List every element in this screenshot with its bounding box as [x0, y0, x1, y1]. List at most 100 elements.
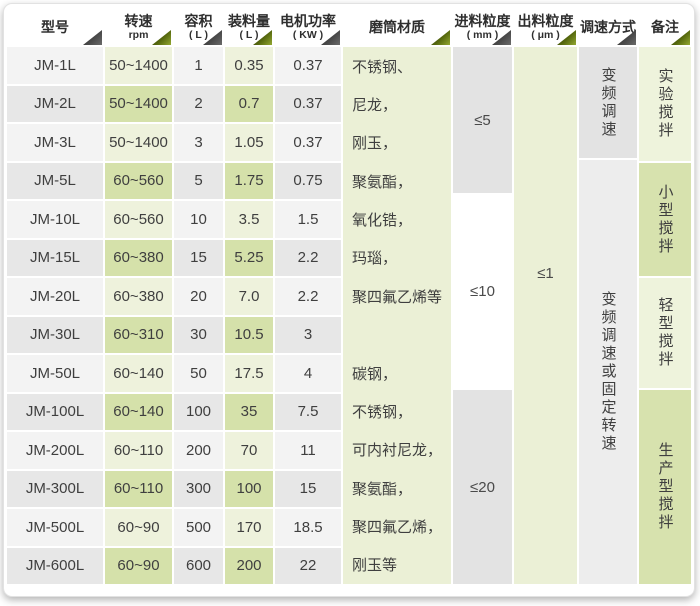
- cell-load-row-8: 17.5: [225, 355, 273, 392]
- cell-load-row-0: 0.35: [225, 47, 273, 84]
- header-title: 型号: [41, 18, 69, 35]
- feed-merged-cell-2: ≤20: [453, 390, 512, 584]
- cell-speed-row-7: 60~310: [105, 316, 172, 353]
- cell-volume-row-11: 300: [174, 470, 223, 507]
- cell-load-row-4: 3.5: [225, 201, 273, 238]
- cell-speed-row-12: 60~90: [105, 509, 172, 546]
- feed-label: ≤10: [470, 283, 495, 300]
- cell-speed-row-9: 60~140: [105, 393, 172, 430]
- header-title: 进料粒度: [454, 12, 511, 29]
- cell-model-row-13: JM-600L: [7, 547, 103, 584]
- output-merged-cell: ≤1: [514, 47, 577, 584]
- note-label: 小型搅拌: [656, 183, 674, 256]
- material-line-row-6: 聚四氟乙烯等: [352, 288, 443, 306]
- header-title: 电机功率: [280, 12, 336, 29]
- material-line-row-4: 氧化锆，: [352, 212, 413, 230]
- note-label: 实验搅拌: [656, 68, 674, 140]
- cell-load-row-3: 1.75: [225, 162, 273, 199]
- cell-power-row-7: 3: [275, 316, 341, 353]
- cell-speed-row-1: 50~1400: [105, 85, 172, 122]
- material-line-row-8: 碳钢，: [352, 365, 398, 383]
- row-cells-volume: 1 2 3 5 10 15 20 30 50 100 200 300 500 600: [174, 47, 223, 584]
- header-subtitle: ( μm ): [531, 28, 560, 41]
- header-cell-power: 电机功率( KW ): [275, 8, 341, 47]
- output-label: ≤1: [537, 265, 554, 282]
- material-line-row-1: 尼龙，: [352, 97, 398, 115]
- column-load: 装料量( L ) 0.35 0.7 1.05 1.75 3.5 5.25 7.0 10.5 17.…: [225, 8, 273, 584]
- cell-load-row-10: 70: [225, 432, 273, 469]
- cell-power-row-3: 0.75: [275, 162, 341, 199]
- cell-volume-row-13: 600: [174, 547, 223, 584]
- column-output: 出料粒度( μm ) ≤1: [514, 8, 577, 584]
- feed-merged-cell-0: ≤5: [453, 47, 512, 195]
- column-body-material: 不锈钢、 尼龙， 刚玉， 聚氨酯， 氧化锆， 玛瑙， 聚四氟乙烯等 碳钢， 不锈钢， 可内衬尼龙，…: [343, 47, 451, 584]
- cell-load-row-13: 200: [225, 547, 273, 584]
- cell-volume-row-10: 200: [174, 432, 223, 469]
- header-title: 装料量: [228, 12, 270, 29]
- cell-load-row-1: 0.7: [225, 85, 273, 122]
- cell-volume-row-3: 5: [174, 162, 223, 199]
- cell-power-row-6: 2.2: [275, 278, 341, 315]
- row-cells-model: JM-1L JM-2L JM-3L JM-5L JM-10L JM-15L JM-20L JM…: [7, 47, 103, 584]
- cell-load-row-6: 7.0: [225, 278, 273, 315]
- cell-volume-row-8: 50: [174, 355, 223, 392]
- cell-model-row-2: JM-3L: [7, 124, 103, 161]
- corner-triangle-icon: [152, 30, 171, 45]
- material-line-row-11: 聚氨酯，: [352, 480, 413, 498]
- header-title: 容积: [184, 12, 213, 29]
- cell-power-row-13: 22: [275, 547, 341, 584]
- cell-power-row-5: 2.2: [275, 239, 341, 276]
- cell-speed-row-13: 60~90: [105, 547, 172, 584]
- header-title: 转速: [124, 12, 153, 29]
- header-cell-note: 备注: [639, 8, 691, 47]
- cell-power-row-4: 1.5: [275, 201, 341, 238]
- material-line-row-13: 刚玉等: [352, 557, 398, 575]
- row-cells-power: 0.37 0.37 0.37 0.75 1.5 2.2 2.2 3 4 7.5 11 15 18.5 22: [275, 47, 341, 584]
- material-line-row-3: 聚氨酯，: [352, 173, 413, 191]
- cell-load-row-9: 35: [225, 393, 273, 430]
- spec-table-card: 型号 JM-1L JM-2L JM-3L JM-5L JM-10L JM-15L JM-20L…: [3, 3, 695, 597]
- cell-power-row-11: 15: [275, 470, 341, 507]
- header-cell-load: 装料量( L ): [225, 8, 273, 47]
- feed-merged-cell-1: ≤10: [453, 195, 512, 390]
- header-subtitle: ( L ): [188, 28, 209, 41]
- material-line-row-0: 不锈钢、: [352, 58, 413, 76]
- cell-speed-row-8: 60~140: [105, 355, 172, 392]
- cell-speed-row-0: 50~1400: [105, 47, 172, 84]
- cell-speed-row-6: 60~380: [105, 278, 172, 315]
- cell-volume-row-5: 15: [174, 239, 223, 276]
- row-cells-load: 0.35 0.7 1.05 1.75 3.5 5.25 7.0 10.5 17.5 35 70 100…: [225, 47, 273, 584]
- cell-model-row-3: JM-5L: [7, 162, 103, 199]
- regulation-merged-cell-0: 变频调速: [579, 47, 637, 160]
- cell-load-row-2: 1.05: [225, 124, 273, 161]
- corner-triangle-icon: [557, 30, 576, 45]
- header-title: 调速方式: [580, 18, 636, 35]
- cell-speed-row-10: 60~110: [105, 432, 172, 469]
- regulation-label: 变频调速或固定转速: [599, 291, 617, 453]
- note-merged-cell-1: 小型搅拌: [639, 163, 691, 278]
- cell-model-row-11: JM-300L: [7, 470, 103, 507]
- header-cell-material: 磨筒材质: [343, 8, 451, 47]
- cell-speed-row-5: 60~380: [105, 239, 172, 276]
- cell-speed-row-4: 60~560: [105, 201, 172, 238]
- cell-model-row-12: JM-500L: [7, 509, 103, 546]
- header-cell-output: 出料粒度( μm ): [514, 8, 577, 47]
- column-volume: 容积( L ) 1 2 3 5 10 15 20 30 50 100 200 300 500 600: [174, 8, 223, 584]
- cell-load-row-7: 10.5: [225, 316, 273, 353]
- header-cell-speed: 转速 rpm: [105, 8, 172, 47]
- header-cell-model: 型号: [7, 8, 103, 47]
- column-body-feed: ≤5 ≤10 ≤20: [453, 47, 512, 584]
- column-material: 磨筒材质 不锈钢、 尼龙， 刚玉， 聚氨酯， 氧化锆， 玛瑙， 聚四氟乙烯等 碳钢， 不锈钢， 可内…: [343, 8, 451, 584]
- cell-model-row-1: JM-2L: [7, 85, 103, 122]
- cell-volume-row-2: 3: [174, 124, 223, 161]
- cell-volume-row-4: 10: [174, 201, 223, 238]
- regulation-merged-cell-1: 变频调速或固定转速: [579, 160, 637, 584]
- cell-model-row-4: JM-10L: [7, 201, 103, 238]
- cell-volume-row-6: 20: [174, 278, 223, 315]
- cell-volume-row-0: 1: [174, 47, 223, 84]
- cell-power-row-9: 7.5: [275, 393, 341, 430]
- cell-power-row-2: 0.37: [275, 124, 341, 161]
- material-line-row-7: [343, 316, 451, 354]
- corner-triangle-icon: [321, 30, 340, 45]
- cell-model-row-10: JM-200L: [7, 432, 103, 469]
